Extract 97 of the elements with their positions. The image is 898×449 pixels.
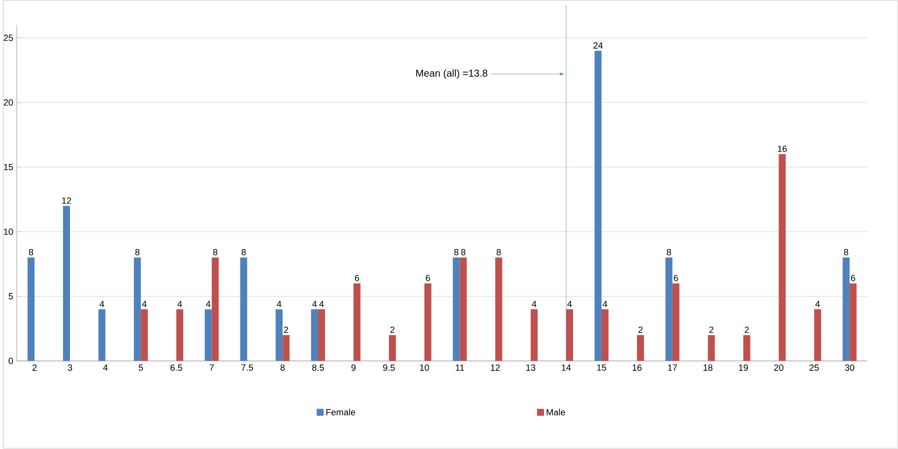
x-tick-label: 14 (562, 364, 571, 371)
data-label: 6 (354, 274, 360, 282)
x-tick-label: 13 (526, 364, 536, 371)
data-label: 4 (178, 301, 182, 308)
bar (530, 309, 538, 362)
data-label: 4 (206, 301, 210, 308)
x-tick-label: 2 (32, 364, 37, 371)
x-tick-label: 10 (420, 364, 429, 371)
data-label: 8 (461, 249, 466, 256)
data-label: 8 (496, 249, 501, 256)
bar (778, 154, 786, 362)
bar (212, 258, 219, 362)
data-label: 24 (594, 42, 603, 49)
data-label: 4 (100, 301, 104, 308)
x-tick-label: 8.5 (312, 364, 324, 371)
data-label: 8 (666, 249, 672, 256)
x-tick-label: 16 (632, 364, 642, 371)
x-tick-label: 7.5 (241, 364, 254, 371)
bar (388, 335, 396, 362)
bar (176, 309, 184, 362)
bar (134, 258, 141, 362)
x-tick-label: 17 (668, 364, 677, 371)
x-tick-label: 9 (351, 364, 356, 371)
x-tick-label: 8 (280, 364, 285, 371)
bar (594, 50, 602, 362)
legend-label: Male (546, 408, 566, 416)
bar (636, 335, 644, 362)
bar (353, 284, 360, 362)
data-label: 4 (532, 301, 536, 308)
x-tick-label: 6.5 (170, 364, 182, 371)
data-label: 4 (312, 301, 317, 308)
bar (602, 309, 609, 362)
x-tick-label: 7 (210, 364, 214, 371)
data-label: 8 (213, 249, 218, 256)
y-tick-label: 0 (8, 358, 13, 364)
y-tick-label: 20 (4, 99, 13, 106)
x-tick-label: 12 (490, 364, 500, 371)
bar (495, 258, 502, 362)
data-label: 8 (28, 249, 34, 256)
data-label: 2 (709, 326, 714, 334)
bar (665, 258, 672, 362)
bar (708, 335, 715, 362)
data-label: 8 (844, 249, 848, 256)
x-tick-label: 11 (456, 364, 464, 371)
x-tick-label: 3 (68, 364, 72, 371)
y-tick-label: 10 (4, 228, 13, 236)
legend-label: Female (326, 408, 356, 416)
bar (452, 258, 460, 362)
bar (282, 335, 290, 362)
bar (566, 309, 574, 362)
bar (842, 258, 850, 362)
y-tick-label: 15 (4, 164, 13, 170)
bar (204, 309, 212, 362)
data-label: 2 (638, 326, 643, 334)
bar (98, 309, 106, 362)
y-tick-label: 5 (8, 293, 13, 300)
data-label: 4 (276, 301, 282, 308)
bar (850, 284, 857, 362)
data-label: 4 (815, 301, 820, 308)
x-tick-label: 18 (704, 364, 712, 371)
x-tick-label: 5 (138, 364, 143, 371)
bar (672, 284, 680, 362)
data-label: 4 (319, 301, 324, 308)
bar (814, 309, 822, 362)
bar (311, 309, 318, 362)
data-label: 2 (390, 326, 394, 334)
bar (240, 258, 248, 362)
data-label: 4 (142, 301, 147, 308)
bar (140, 309, 148, 362)
data-label: 16 (778, 146, 787, 152)
x-tick-label: 30 (844, 364, 854, 371)
x-tick-label: 25 (810, 364, 819, 371)
data-label: 2 (284, 326, 288, 334)
data-label: 6 (851, 274, 856, 282)
x-tick-label: 19 (738, 364, 748, 371)
x-tick-label: 4 (103, 364, 108, 371)
ref-line-label: Mean (all) =13.8 (416, 70, 488, 79)
bar (424, 284, 432, 362)
data-label: 8 (242, 249, 246, 256)
bar (318, 309, 326, 362)
bar (460, 258, 467, 362)
data-label: 12 (62, 198, 72, 204)
data-label: 8 (454, 249, 458, 256)
bar (276, 309, 283, 362)
y-tick-label: 25 (4, 34, 13, 42)
x-tick-label: 20 (774, 364, 784, 371)
data-label: 6 (426, 274, 430, 282)
data-label: 8 (135, 249, 140, 256)
data-label: 4 (567, 301, 572, 308)
data-label: 2 (744, 326, 749, 334)
bar (743, 335, 750, 362)
bar (63, 206, 70, 362)
data-label: 6 (674, 274, 678, 282)
x-tick-label: 15 (597, 364, 606, 371)
x-tick-label: 9.5 (383, 364, 395, 371)
data-label: 4 (602, 301, 608, 308)
bar (28, 258, 35, 362)
